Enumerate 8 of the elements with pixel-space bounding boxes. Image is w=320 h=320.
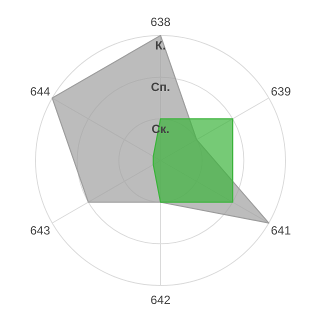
spoke-label: 639 bbox=[270, 84, 292, 98]
spoke-label: 641 bbox=[270, 224, 292, 238]
spoke-label: 638 bbox=[150, 15, 171, 29]
y-tick-label: К. bbox=[155, 38, 166, 52]
spoke-label: 644 bbox=[30, 84, 50, 98]
y-tick-label: Сп. bbox=[150, 80, 170, 94]
spoke-label: 643 bbox=[30, 224, 50, 238]
spoke-label: 642 bbox=[150, 293, 171, 307]
